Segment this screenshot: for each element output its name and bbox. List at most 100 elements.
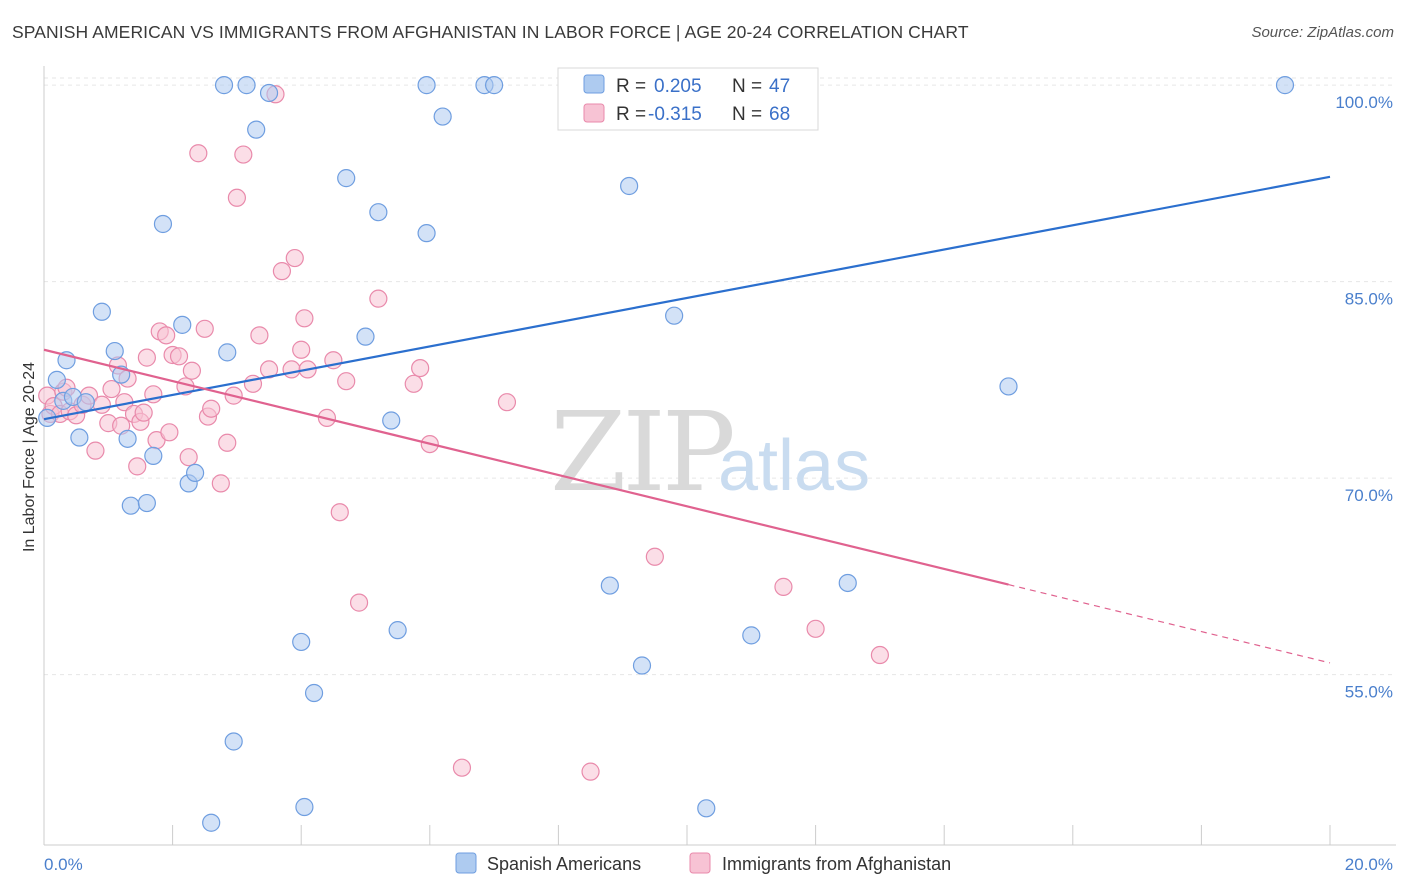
point-spanish-american <box>485 76 504 95</box>
point-spanish-american <box>137 493 156 513</box>
point-spanish-american <box>292 632 311 652</box>
point-afghanistan-immigrant <box>202 399 221 418</box>
point-afghanistan-immigrant <box>285 248 304 268</box>
point-afghanistan-immigrant <box>102 379 121 399</box>
point-spanish-american <box>92 302 111 321</box>
source-credit: Source: ZipAtlas.com <box>1251 24 1394 41</box>
series-spanish-americans-points <box>38 76 1295 832</box>
point-afghanistan-immigrant <box>195 319 214 338</box>
y-tick-labels: 55.0% 70.0% 85.0% 100.0% <box>1335 93 1393 702</box>
point-spanish-american <box>121 496 140 515</box>
point-afghanistan-immigrant <box>292 340 311 359</box>
point-afghanistan-immigrant <box>250 326 269 345</box>
x-tick-label-max: 20.0% <box>1345 855 1393 874</box>
point-afghanistan-immigrant <box>182 361 201 380</box>
point-spanish-american <box>247 120 266 139</box>
point-afghanistan-immigrant <box>218 433 237 452</box>
point-spanish-american <box>697 799 716 818</box>
watermark-zip: ZIP <box>550 388 733 516</box>
point-spanish-american <box>304 683 324 703</box>
legend-r-value-1: 0.205 <box>654 76 702 97</box>
trend-line-0 <box>43 175 1331 421</box>
point-afghanistan-immigrant <box>134 403 153 422</box>
y-tick-label: 70.0% <box>1345 486 1393 505</box>
point-spanish-american <box>76 393 95 412</box>
point-spanish-american <box>999 377 1018 396</box>
point-spanish-american <box>70 428 89 447</box>
point-spanish-american <box>620 176 639 196</box>
legend-n-label-1: N = <box>732 76 762 97</box>
y-tick-label: 100.0% <box>1335 93 1393 112</box>
point-afghanistan-immigrant <box>227 188 246 207</box>
point-spanish-american <box>356 327 375 346</box>
point-afghanistan-immigrant <box>157 326 176 345</box>
point-afghanistan-immigrant <box>411 358 430 378</box>
point-afghanistan-immigrant <box>645 547 664 566</box>
watermark-atlas: atlas <box>718 426 870 506</box>
point-afghanistan-immigrant <box>369 289 388 308</box>
point-spanish-american <box>218 343 237 362</box>
point-spanish-american <box>665 306 684 325</box>
watermark: ZIP atlas <box>550 388 870 516</box>
bottom-legend-label-spanish-americans: Spanish Americans <box>487 854 641 874</box>
point-afghanistan-immigrant <box>870 645 890 665</box>
axes <box>43 66 1396 846</box>
legend-swatch-pink <box>583 103 605 123</box>
point-spanish-american <box>173 315 192 334</box>
point-afghanistan-immigrant <box>169 347 189 366</box>
point-afghanistan-immigrant <box>160 423 179 442</box>
y-axis-label: In Labor Force | Age 20-24 <box>21 362 38 552</box>
point-afghanistan-immigrant <box>189 144 208 163</box>
point-spanish-american <box>202 813 221 832</box>
point-spanish-american <box>105 341 124 361</box>
point-spanish-american <box>382 411 401 430</box>
legend-r-label-1: R = <box>616 76 646 97</box>
legend-r-value-2: -0.315 <box>648 104 702 125</box>
point-spanish-american <box>838 573 857 593</box>
point-afghanistan-immigrant <box>497 393 517 412</box>
point-afghanistan-immigrant <box>337 372 356 391</box>
point-spanish-american <box>632 656 652 675</box>
point-spanish-american <box>259 83 279 103</box>
point-spanish-american <box>214 76 234 95</box>
point-spanish-american <box>433 107 452 126</box>
legend-n-value-1: 47 <box>769 76 790 97</box>
point-spanish-american <box>417 76 436 95</box>
trend-lines <box>43 175 1331 664</box>
point-spanish-american <box>369 203 388 222</box>
point-spanish-american <box>237 76 256 95</box>
point-afghanistan-immigrant <box>806 619 825 638</box>
legend-n-label-2: N = <box>732 104 762 125</box>
point-afghanistan-immigrant <box>774 577 793 596</box>
bottom-legend-swatch-blue <box>455 852 477 874</box>
point-afghanistan-immigrant <box>234 145 253 164</box>
bottom-legend-label-afghanistan: Immigrants from Afghanistan <box>722 854 951 874</box>
legend-n-value-2: 68 <box>769 104 790 125</box>
point-afghanistan-immigrant <box>581 762 600 781</box>
point-afghanistan-immigrant <box>86 441 105 460</box>
point-spanish-american <box>186 463 205 483</box>
point-spanish-american <box>118 429 137 448</box>
point-spanish-american <box>600 576 619 595</box>
y-tick-label: 55.0% <box>1345 683 1393 702</box>
point-afghanistan-immigrant <box>295 309 314 328</box>
point-afghanistan-immigrant <box>272 262 292 281</box>
point-spanish-american <box>742 626 761 645</box>
y-tick-label: 85.0% <box>1345 290 1393 309</box>
legend-swatch-blue <box>583 74 605 94</box>
x-tick-label-min: 0.0% <box>44 855 83 874</box>
legend-r-label-2: R = <box>616 104 646 125</box>
point-spanish-american <box>388 621 407 640</box>
point-spanish-american <box>47 370 66 389</box>
x-tick-labels: 0.0% 20.0% <box>44 855 1393 874</box>
point-afghanistan-immigrant <box>330 503 349 522</box>
bottom-legend-swatch-pink <box>689 852 711 874</box>
point-spanish-american <box>337 169 356 188</box>
series-legend: Spanish Americans Immigrants from Afghan… <box>455 852 951 874</box>
point-afghanistan-immigrant <box>92 395 111 414</box>
point-afghanistan-immigrant <box>179 448 198 467</box>
point-spanish-american <box>224 732 243 751</box>
point-spanish-american <box>417 224 436 243</box>
point-afghanistan-immigrant <box>404 374 423 393</box>
